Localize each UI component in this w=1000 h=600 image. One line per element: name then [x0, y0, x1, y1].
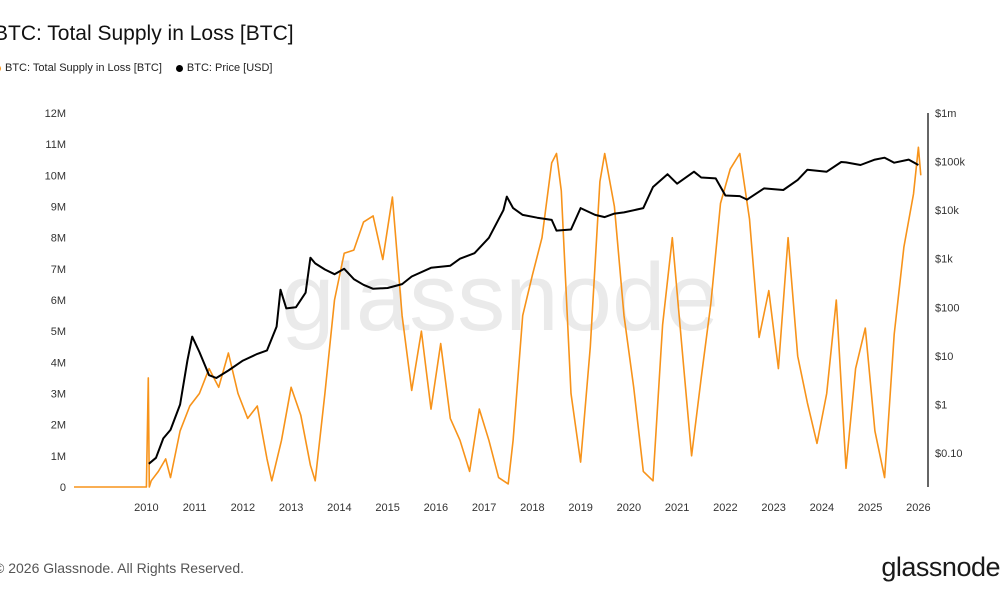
x-tick-label: 2014 — [327, 502, 351, 514]
series-line-supply-in-loss — [74, 146, 922, 488]
x-tick-label: 2010 — [134, 502, 158, 514]
legend-label-price: BTC: Price [USD] — [186, 62, 273, 74]
y-right-tick-label: $100 — [935, 302, 959, 314]
y-right-tick-label: $0.10 — [935, 448, 963, 460]
y-left-tick-label: 11M — [45, 139, 66, 151]
x-tick-label: 2019 — [568, 502, 592, 514]
x-tick-label: 2021 — [665, 502, 689, 514]
y-left-tick-label: 4M — [51, 357, 66, 369]
x-tick-label: 2015 — [375, 502, 399, 514]
y-left-tick-label: 12M — [45, 108, 66, 120]
legend-item-price[interactable]: BTC: Price [USD] — [175, 62, 273, 74]
series-line-price — [148, 156, 919, 465]
x-tick-label: 2020 — [617, 502, 641, 514]
legend-dot-orange-icon — [0, 64, 1, 72]
x-tick-label: 2017 — [472, 502, 496, 514]
y-left-tick-label: 1M — [51, 451, 66, 463]
chart-legend: BTC: Total Supply in Loss [BTC] BTC: Pri… — [0, 62, 273, 74]
y-left-tick-label: 7M — [51, 264, 66, 276]
legend-item-supply-in-loss[interactable]: BTC: Total Supply in Loss [BTC] — [0, 62, 162, 74]
y-right-tick-label: $1m — [935, 108, 956, 120]
x-axis: 2010 2011 2012 2013 2014 2015 2016 2017 2018 2019… — [134, 502, 930, 514]
y-right-tick-label: $10k — [935, 205, 959, 217]
x-tick-label: 2022 — [713, 502, 737, 514]
y-right-tick-label: $10 — [935, 351, 953, 363]
x-tick-label: 2023 — [761, 502, 785, 514]
x-tick-label: 2013 — [279, 502, 303, 514]
x-tick-label: 2018 — [520, 502, 544, 514]
y-right-tick-label: $1 — [935, 399, 947, 411]
chart-title: BTC: Total Supply in Loss [BTC] — [0, 22, 294, 45]
y-axis-right: $0.10 $1 $10 $100 $1k $10k $100k $1m — [935, 108, 965, 460]
x-tick-label: 2016 — [424, 502, 448, 514]
y-left-tick-label: 6M — [51, 295, 66, 307]
legend-label-supply-in-loss: BTC: Total Supply in Loss [BTC] — [5, 62, 162, 74]
brand-logo: glassnode — [881, 552, 1000, 582]
y-left-tick-label: 9M — [51, 202, 66, 214]
y-left-tick-label: 2M — [51, 420, 66, 432]
legend-dot-black-icon — [175, 64, 183, 72]
x-tick-label: 2025 — [858, 502, 882, 514]
watermark: glassnode — [281, 244, 719, 351]
y-left-tick-label: 8M — [51, 233, 66, 245]
x-tick-label: 2026 — [906, 502, 930, 514]
x-tick-label: 2011 — [183, 502, 207, 514]
footer-copyright: © 2026 Glassnode. All Rights Reserved. — [0, 560, 245, 576]
x-tick-label: 2012 — [231, 502, 255, 514]
y-left-tick-label: 3M — [51, 389, 66, 401]
y-axis-left: 0 1M 2M 3M 4M 5M 6M 7M 8M 9M 10M 11M 12M — [45, 108, 66, 494]
y-left-tick-label: 0 — [60, 482, 66, 494]
y-right-tick-label: $100k — [935, 157, 965, 169]
y-right-tick-label: $1k — [935, 254, 953, 266]
y-left-tick-label: 10M — [45, 170, 66, 182]
x-tick-label: 2024 — [810, 502, 834, 514]
y-left-tick-label: 5M — [51, 326, 66, 338]
